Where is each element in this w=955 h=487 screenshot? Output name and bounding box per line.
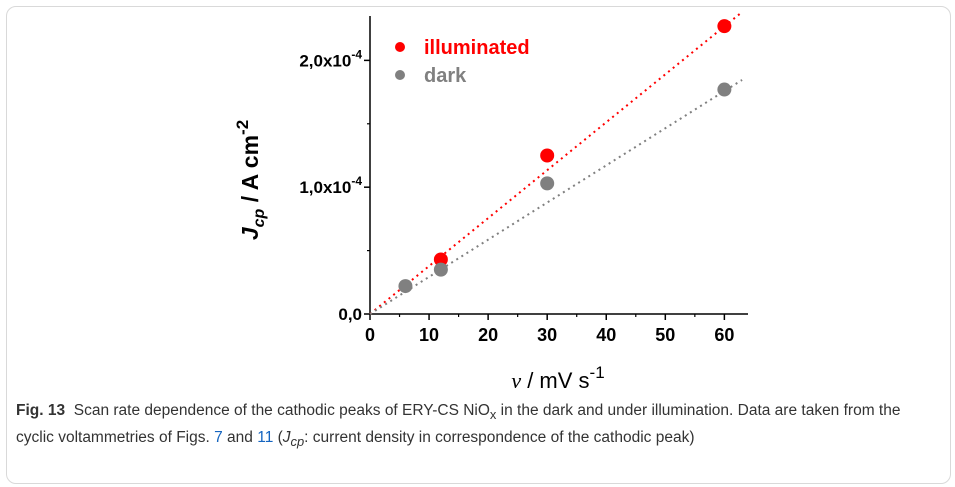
y-tick-label: 0,0 <box>338 305 362 324</box>
legend-label-illuminated: illuminated <box>424 37 530 59</box>
y-axis-title: Jcp / A cm-2 <box>233 120 268 240</box>
figure-frame <box>6 6 951 484</box>
data-point-illuminated <box>540 148 555 163</box>
data-point-dark <box>433 262 448 277</box>
legend-marker-illuminated <box>395 42 405 52</box>
y-tick-label: 1,0x10-4 <box>299 174 362 197</box>
x-axis-title: v / mV s-1 <box>511 363 604 393</box>
figure-link-7[interactable]: 7 <box>214 429 223 447</box>
x-tick-label: 20 <box>478 325 498 345</box>
y-tick-label: 2,0x10-4 <box>299 47 362 70</box>
axis-labels: v / mV s-1 Jcp / A cm-2 <box>233 120 605 393</box>
caption-label: Fig. 13 <box>16 402 66 419</box>
x-tick-label: 60 <box>714 325 734 345</box>
caption-sub-x: x <box>489 407 497 423</box>
caption-j: J <box>282 429 291 447</box>
fit-lines <box>369 11 743 315</box>
legend-label-dark: dark <box>424 65 467 87</box>
x-tick-label: 40 <box>596 325 616 345</box>
fit-line-illuminated <box>369 11 743 315</box>
x-tick-label: 0 <box>365 325 375 345</box>
data-point-dark <box>717 82 732 97</box>
legend-marker-dark <box>395 70 405 80</box>
caption-text-1: Scan rate dependence of the cathodic pea… <box>73 402 490 419</box>
data-point-dark <box>540 176 555 191</box>
x-tick-label: 30 <box>537 325 557 345</box>
data-points <box>398 19 732 294</box>
data-point-illuminated <box>717 19 732 34</box>
scatter-plot: 0 10 20 30 40 50 60 0,0 1,0x10-4 2,0x10-4 illumin… <box>233 11 748 393</box>
caption-text-4: : current density in correspondence of t… <box>304 429 695 447</box>
caption-and: and <box>222 429 258 447</box>
figure-link-11[interactable]: 11 <box>257 429 274 447</box>
x-tick-label: 50 <box>655 325 675 345</box>
data-point-dark <box>398 279 413 294</box>
caption-text-2: in the dark and under illumination. Data… <box>16 402 901 447</box>
caption-text-3: ( <box>273 429 283 447</box>
x-tick-label: 10 <box>419 325 439 345</box>
legend: illuminated dark <box>395 37 530 87</box>
data-point-illuminated <box>433 252 448 267</box>
fit-line-dark <box>369 79 743 315</box>
caption-j-sub: cp <box>290 434 305 450</box>
axes: 0 10 20 30 40 50 60 0,0 1,0x10-4 2,0x10-4 <box>299 16 748 345</box>
figure-caption: Fig. 13 Scan rate dependence of the cath… <box>16 399 936 453</box>
